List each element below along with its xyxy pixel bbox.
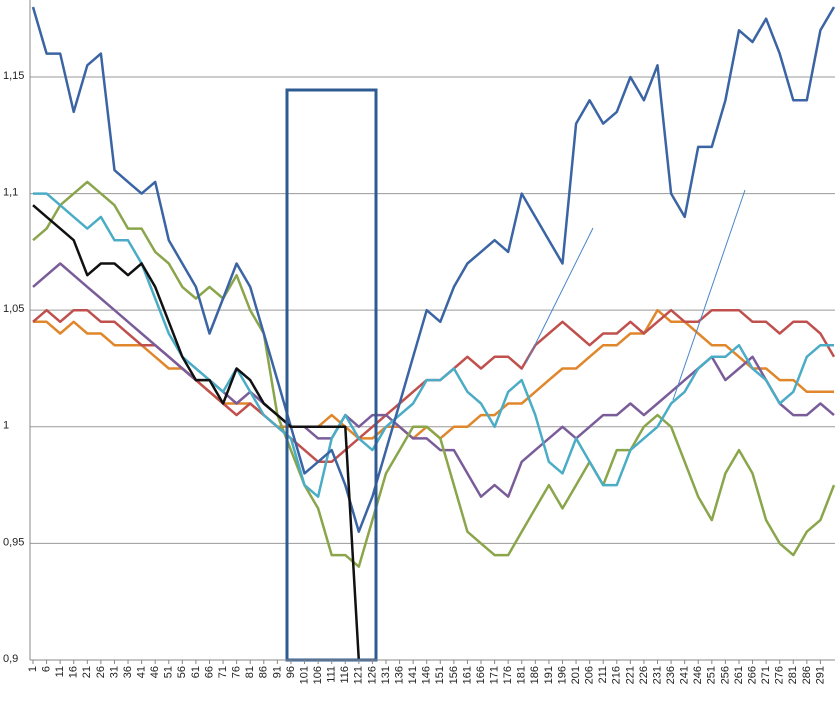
x-tick-label: 221 [624,666,636,684]
series-line [32,180,835,568]
x-tick-label: 176 [502,666,514,684]
x-tick-label: 131 [380,666,392,684]
annotation-arrow [672,189,746,401]
x-tick-label: 26 [95,666,107,678]
x-tick-label: 11 [54,666,66,677]
x-tick-label: 101 [298,666,310,684]
x-tick-label: 166 [475,666,487,684]
x-tick-label: 86 [258,666,270,678]
x-tick-label: 261 [733,666,745,684]
x-tick-label: 171 [488,666,500,684]
x-tick-label: 271 [760,666,772,684]
series-line [32,204,361,661]
x-tick-label: 91 [271,666,283,678]
y-tick-label: 1,1 [3,186,18,198]
x-tick-label: 291 [814,666,826,684]
x-tick-label: 41 [136,666,148,678]
x-tick-label: 106 [312,666,324,684]
x-tick-label: 21 [81,666,93,678]
x-tick-label: 141 [407,666,419,684]
x-tick-label: 196 [556,666,568,684]
y-tick-label: 0,9 [3,653,18,665]
x-tick-label: 191 [543,666,555,684]
x-tick-label: 256 [719,666,731,684]
y-tick-label: 1,05 [3,303,24,315]
series-line [33,192,834,498]
x-tick-label: 206 [584,666,596,684]
x-tick-label: 56 [176,666,188,678]
x-tick-label: 241 [679,666,691,684]
x-tick-label: 156 [448,666,460,684]
x-tick-label: 151 [434,666,446,684]
x-tick-label: 46 [149,666,161,678]
x-tick-label: 111 [326,666,338,683]
x-tick-label: 66 [203,666,215,678]
x-tick-label: 186 [529,666,541,684]
x-tick-label: 81 [244,666,256,678]
series-line [31,6,835,533]
x-tick-label: 6 [40,666,52,672]
x-tick-label: 76 [231,666,243,678]
x-tick-label: 71 [217,666,229,678]
x-tick-label: 286 [801,666,813,684]
x-tick-label: 96 [285,666,297,678]
x-tick-label: 201 [570,666,582,684]
x-tick-label: 276 [774,666,786,684]
x-tick-label: 236 [665,666,677,684]
x-tick-label: 16 [68,666,80,678]
x-tick-label: 246 [692,666,704,684]
x-tick-label: 51 [163,666,175,678]
x-tick-label: 226 [638,666,650,684]
y-tick-label: 1 [3,420,9,432]
x-tick-label: 1 [27,666,39,672]
x-tick-label: 216 [611,666,623,684]
x-tick-label: 251 [706,666,718,684]
x-tick-label: 31 [108,666,120,678]
x-tick-label: 121 [353,666,365,684]
annotation-arrow [525,227,594,364]
y-tick-label: 0,95 [3,536,24,548]
x-tick-label: 281 [787,666,799,684]
x-tick-label: 231 [651,666,663,684]
x-tick-label: 136 [393,666,405,684]
x-tick-label: 266 [746,666,758,684]
grid: 0,9 0,95 1 1,05 1,1 1,15 [3,70,835,665]
x-tick-label: 146 [421,666,433,684]
x-axis: 1 6 11 16 21 26 31 36 41 46 51 56 61 66 71 76 81 86 91 96 10… [27,659,835,684]
x-tick-label: 116 [339,666,351,684]
x-tick-label: 36 [122,666,134,678]
x-tick-label: 126 [366,666,378,684]
x-tick-label: 61 [190,666,202,678]
x-tick-label: 211 [597,666,609,684]
y-tick-label: 1,15 [3,70,24,82]
x-tick-label: 161 [461,666,473,684]
x-tick-label: 181 [516,666,528,684]
